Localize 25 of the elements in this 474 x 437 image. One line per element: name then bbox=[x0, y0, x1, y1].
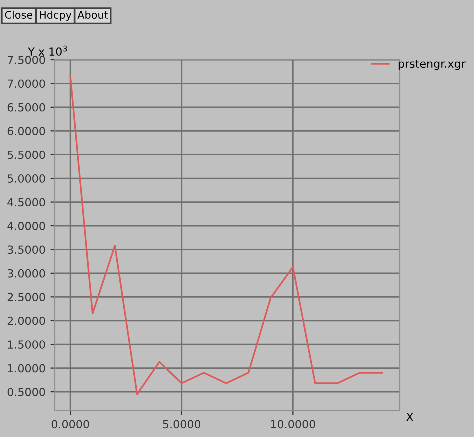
y-tick-label: 4.0000 bbox=[8, 222, 46, 230]
y-tick-label: 3.5000 bbox=[8, 246, 46, 254]
x-axis-title: X bbox=[406, 413, 414, 422]
legend-label: prstengr.xgr bbox=[398, 60, 466, 70]
text: Hdcpy bbox=[40, 10, 72, 22]
y-tick-label: 2.0000 bbox=[8, 316, 46, 326]
y-tick-label: 5.0000 bbox=[8, 174, 46, 183]
x-tick-label: 5.0000 bbox=[163, 420, 201, 429]
text: Close bbox=[5, 10, 33, 19]
x-tick-label: 0.0000 bbox=[52, 420, 90, 429]
y-tick-label: 1.0000 bbox=[8, 364, 46, 373]
y-tick-label: 1.5000 bbox=[8, 340, 46, 349]
y-axis-title: Y x 10$^{3}$ bbox=[28, 46, 68, 56]
y-tick-label: 4.5000 bbox=[8, 198, 46, 207]
text: About bbox=[78, 10, 108, 19]
y-tick-label: 6.5000 bbox=[8, 103, 46, 112]
line-series bbox=[70, 76, 384, 396]
y-tick-label: 7.0000 bbox=[8, 80, 46, 88]
y-tick-label: 0.5000 bbox=[8, 388, 46, 396]
y-tick-label: 3.0000 bbox=[8, 269, 46, 278]
y-tick-label: 2.5000 bbox=[8, 293, 46, 302]
y-tick-label: 7.5000 bbox=[8, 56, 46, 64]
y-tick-label: 5.5000 bbox=[8, 150, 46, 160]
y-tick-label: 6.0000 bbox=[8, 127, 46, 136]
x-tick-label: 10.0000 bbox=[271, 420, 316, 429]
